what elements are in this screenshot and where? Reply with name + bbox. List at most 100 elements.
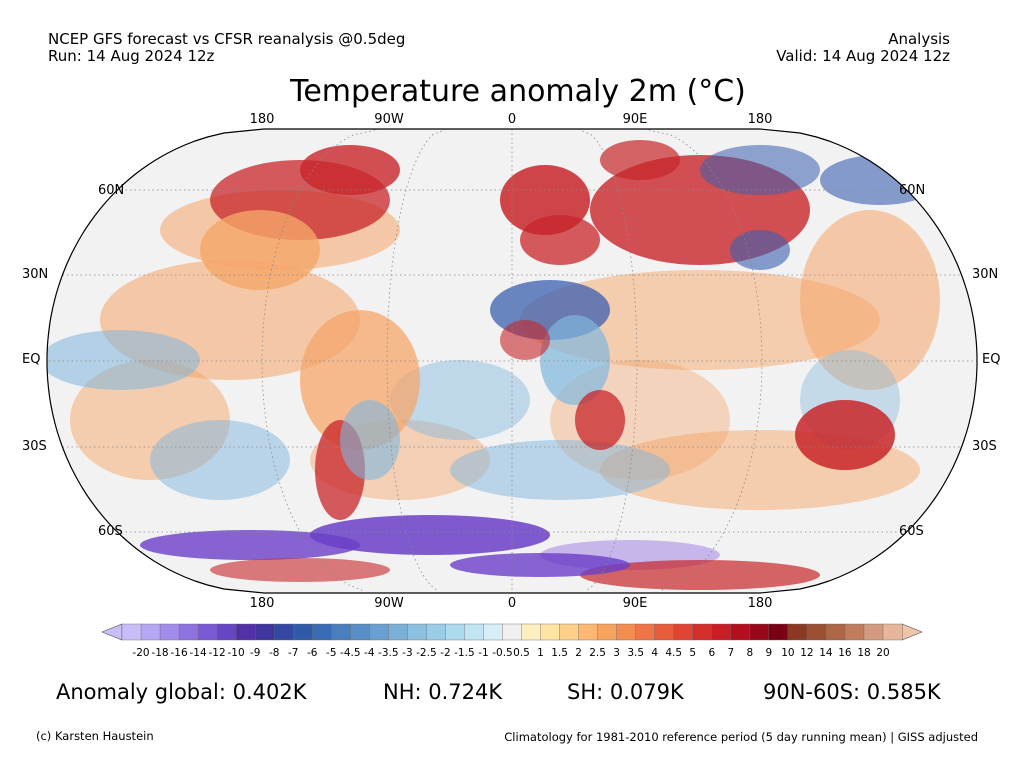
colorbar-swatch (806, 623, 827, 641)
longitude-line (644, 129, 763, 592)
global-anomaly: Anomaly global: 0.402K (56, 680, 307, 704)
anomaly-region (730, 230, 790, 270)
map-title: Temperature anomaly 2m (°C) (290, 74, 746, 109)
lat-label-left-60s: 60S (98, 524, 123, 539)
colorbar-tick-label: -0.5 (492, 647, 513, 659)
colorbar-swatch (692, 623, 713, 641)
lon-label-top-180e: 180 (747, 112, 773, 127)
anomaly-region (390, 360, 530, 440)
colorbar-swatch (388, 623, 408, 641)
colorbar-tick-label: -10 (228, 647, 245, 659)
colorbar-tick-label: 18 (857, 647, 870, 659)
colorbar-swatch (863, 623, 884, 641)
colorbar-swatch (445, 623, 465, 641)
lon-label-bottom-180e: 180 (747, 596, 773, 611)
colorbar-tick-label: -4 (364, 647, 375, 659)
colorbar-tick-label: 8 (746, 647, 753, 659)
colorbar-swatch (559, 623, 580, 641)
colorbar-tick-label: -20 (132, 647, 149, 659)
colorbar-tick-label: -18 (151, 647, 168, 659)
anomaly-region (580, 560, 820, 590)
colorbar-swatch (197, 623, 218, 641)
colorbar-swatch (825, 623, 846, 641)
anomaly-field (47, 140, 940, 590)
colorbar-swatch (749, 623, 770, 641)
graticule (47, 129, 977, 592)
lon-label-bottom-90w: 90W (374, 596, 404, 611)
anomaly-region (140, 530, 360, 560)
colorbar-tick-label: 3.5 (627, 647, 644, 659)
lat-label-right-60s: 60S (899, 524, 924, 539)
anomaly-region (700, 145, 820, 195)
colorbar-swatch (331, 623, 351, 641)
colorbar-swatch (540, 623, 561, 641)
colorbar-swatch (844, 623, 865, 641)
colorbar-tick-label: -2.5 (416, 647, 437, 659)
colorbar-tick-label: -9 (250, 647, 260, 659)
colorbar-tick-label: 6 (708, 647, 715, 659)
colorbar-tick-label: 10 (781, 647, 794, 659)
colorbar-tick-label: -16 (171, 647, 188, 659)
climatology-note: Climatology for 1981-2010 reference peri… (504, 730, 978, 744)
colorbar-tick-label: 2 (575, 647, 582, 659)
colorbar-tick-label: 0.5 (513, 647, 530, 659)
colorbar-tick-label: 1 (537, 647, 544, 659)
lat-label-left-30s: 30S (22, 439, 47, 454)
anomaly-region (450, 440, 670, 500)
anomaly-region (310, 515, 550, 555)
colorbar-swatch (464, 623, 484, 641)
colorbar-tick-label: -8 (269, 647, 279, 659)
colorbar-swatch (312, 623, 332, 641)
colorbar-swatch (502, 623, 523, 641)
colorbar-swatch (274, 623, 294, 641)
colorbar-tick-label: -2 (440, 647, 450, 659)
lon-label-top-180w: 180 (249, 112, 275, 127)
anomaly-region (47, 330, 200, 390)
anomaly-region (150, 420, 290, 500)
lon-label-top-90w: 90W (374, 112, 404, 127)
colorbar-swatch (635, 623, 656, 641)
lat-label-right-30n: 30N (972, 267, 999, 282)
colorbar-high-arrow (901, 623, 923, 641)
anomaly-region (800, 210, 940, 390)
map-outline (46, 128, 978, 594)
colorbar-swatch (426, 623, 446, 641)
colorbar-tick-label: -14 (190, 647, 207, 659)
lat-label-left-eq: EQ (22, 352, 41, 367)
anomaly-region (340, 400, 400, 480)
colorbar-tick-label: -4.5 (340, 647, 361, 659)
colorbar-swatch (407, 623, 427, 641)
model-description: NCEP GFS forecast vs CFSR reanalysis @0.… (48, 30, 406, 48)
colorbar-swatch (730, 623, 751, 641)
anomaly-region (450, 553, 630, 577)
lon-label-top-0: 0 (507, 112, 517, 127)
colorbar-swatch (787, 623, 808, 641)
colorbar-tick-label: -7 (288, 647, 298, 659)
anomaly-region (540, 315, 610, 405)
colorbar-swatch (235, 623, 256, 641)
longitude-line (578, 129, 638, 592)
colorbar-tick-label: 4.5 (665, 647, 682, 659)
lat-label-right-eq: EQ (982, 352, 1001, 367)
colorbar-swatch (483, 623, 503, 641)
colorbar-tick-label: -1.5 (454, 647, 475, 659)
anomaly-region (795, 400, 895, 470)
colorbar-swatch (216, 623, 237, 641)
nh-anomaly: NH: 0.724K (383, 680, 503, 704)
lon-label-top-90e: 90E (622, 112, 648, 127)
colorbar-tick-label: 3 (613, 647, 620, 659)
colorbar-tick-label: -3 (402, 647, 412, 659)
colorbar-swatch (711, 623, 732, 641)
colorbar-swatch (293, 623, 313, 641)
colorbar-tick-label: -6 (307, 647, 318, 659)
colorbar-swatch (254, 623, 275, 641)
longitude-line (261, 129, 380, 592)
colorbar-tick-label: 5 (689, 647, 696, 659)
colorbar-tick-label: -3.5 (378, 647, 399, 659)
colorbar-tick-label: -5 (326, 647, 336, 659)
credit: (c) Karsten Haustein (36, 729, 154, 743)
anomaly-region (300, 145, 400, 195)
lat-label-left-60n: 60N (98, 183, 125, 198)
lat-label-right-60n: 60N (899, 183, 926, 198)
